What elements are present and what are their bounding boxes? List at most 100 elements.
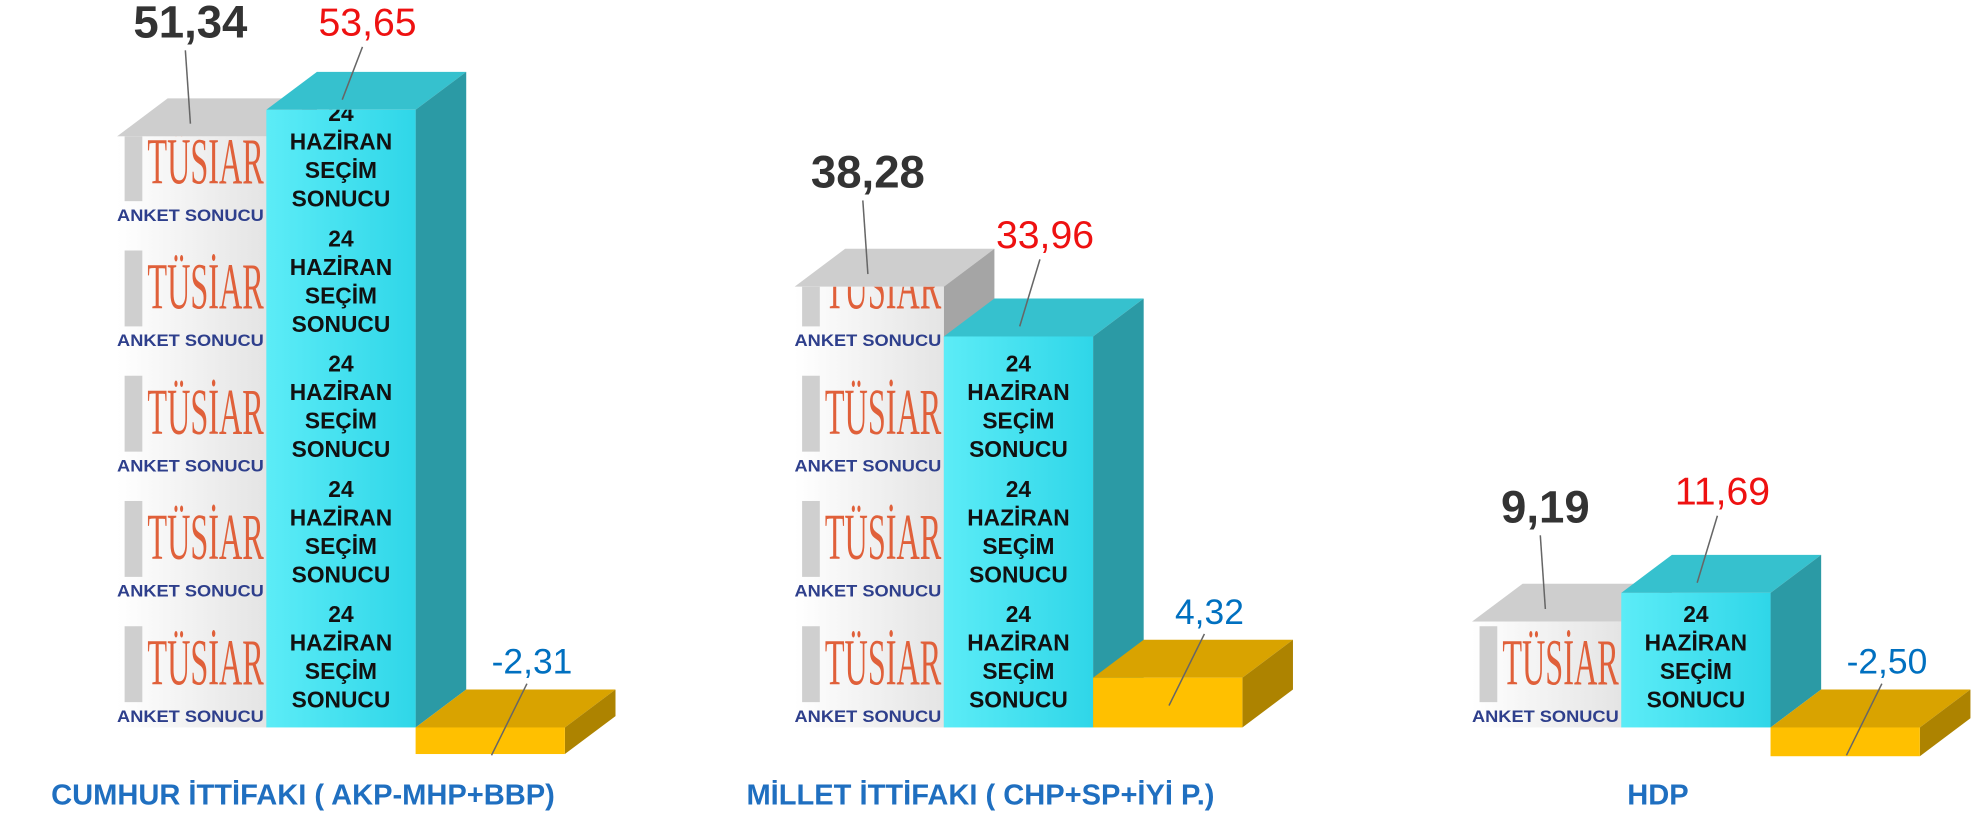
bar-prism: [1770, 689, 1971, 757]
brand-text: TÜSİAR: [147, 501, 263, 574]
result-text: SONUCU: [969, 561, 1068, 587]
result-text: SEÇİM: [305, 533, 377, 559]
result-text: 24: [328, 225, 354, 251]
bar-top: [415, 689, 616, 728]
survey-text: ANKET SONUCU: [117, 707, 264, 726]
bar-side: [1242, 639, 1293, 728]
result-text: HAZİRAN: [967, 379, 1069, 405]
leader-line: [1168, 633, 1206, 706]
result-text: HAZİRAN: [290, 254, 392, 280]
value-label: 38,28: [811, 146, 925, 197]
leader-line: [341, 46, 364, 100]
bar: [943, 336, 1094, 728]
bar-side: [415, 71, 467, 728]
result-text: HAZİRAN: [290, 504, 392, 530]
bar-top: [266, 71, 467, 110]
leader-line: [490, 683, 528, 756]
survey-text: ANKET SONUCU: [117, 582, 264, 601]
bar-top: [794, 248, 995, 287]
brand-text: TÜSİAR: [1502, 626, 1618, 699]
result-text: SONUCU: [292, 687, 391, 713]
result-text: SEÇİM: [982, 533, 1054, 559]
bar-prism: 24HAZİRANSEÇİMSONUCU24HAZİRANSEÇİMSONUCU…: [266, 71, 467, 728]
survey-text: ANKET SONUCU: [795, 331, 942, 350]
result-text: HAZİRAN: [967, 129, 1069, 155]
result-text: SEÇİM: [305, 157, 377, 183]
result-text: SEÇİM: [982, 157, 1054, 183]
value-label: 11,69: [1675, 471, 1770, 514]
bar-top: [1621, 554, 1822, 593]
figure: [124, 375, 143, 452]
bar: [1770, 727, 1920, 757]
result-text: 24: [1006, 601, 1032, 627]
bar-texture: 24HAZİRANSEÇİMSONUCU24HAZİRANSEÇİMSONUCU…: [967, 100, 1069, 713]
result-text: SONUCU: [969, 687, 1068, 713]
brand-text: TÜSİAR: [825, 376, 941, 449]
bar-prism: [1093, 639, 1293, 728]
result-text: SONUCU: [292, 561, 391, 587]
result-text: SONUCU: [1647, 687, 1746, 713]
result-text: SONUCU: [969, 436, 1068, 462]
result-text: SEÇİM: [982, 408, 1054, 434]
leader-line: [184, 50, 192, 124]
category-label: CUMHUR İTTİFAKI ( AKP-MHP+BBP): [51, 780, 555, 812]
bar-prism: 24HAZİRANSEÇİMSONUCU24HAZİRANSEÇİMSONUCU…: [943, 100, 1144, 728]
result-text: 24: [328, 601, 354, 627]
brand-text: TÜSİAR: [825, 251, 941, 324]
survey-text: ANKET SONUCU: [117, 206, 264, 225]
result-text: SEÇİM: [305, 282, 377, 308]
value-label: 4,32: [1175, 592, 1244, 632]
bar-side: [1919, 689, 1971, 757]
figure: [124, 500, 143, 577]
bar-top: [1093, 639, 1293, 678]
result-text: SEÇİM: [305, 658, 377, 684]
figure: [124, 626, 143, 703]
leader-line: [1845, 683, 1883, 756]
result-text: 24: [328, 351, 354, 377]
result-text: HAZİRAN: [967, 630, 1069, 656]
result-text: 24: [328, 476, 354, 502]
result-text: 24: [1006, 100, 1032, 126]
survey-text: ANKET SONUCU: [1472, 707, 1619, 726]
result-text: SEÇİM: [305, 408, 377, 434]
result-text: HAZİRAN: [1645, 379, 1747, 405]
figure: [802, 500, 820, 577]
brand-text: TÜSİAR: [825, 501, 941, 574]
brand-text: TÜSİAR: [825, 626, 941, 699]
survey-text: ANKET SONUCU: [795, 206, 942, 225]
result-text: SONUCU: [1647, 436, 1746, 462]
leader-line: [1696, 515, 1719, 583]
bar-texture: 24HAZİRANSEÇİMSONUCU24HAZİRANSEÇİMSONUCU…: [290, 110, 392, 713]
result-text: SONUCU: [292, 311, 391, 337]
brand-text: TÜSİAR: [147, 251, 263, 324]
value-label: -2,31: [492, 642, 573, 682]
figure: [124, 136, 143, 202]
leader-line: [1018, 259, 1041, 327]
value-label: 51,34: [133, 0, 248, 47]
figure: [802, 286, 820, 327]
leader-line: [1539, 535, 1547, 610]
bar-texture: 24HAZİRANSEÇİMSONUCU24HAZİRANSEÇİMSONUCU…: [1645, 351, 1747, 713]
brand-text: TÜSİAR: [147, 626, 263, 699]
bar-prism: [415, 689, 616, 755]
leader-line: [862, 200, 869, 275]
bar-side: [1770, 554, 1822, 728]
survey-text: ANKET SONUCU: [795, 456, 942, 475]
result-text: HAZİRAN: [967, 504, 1069, 530]
result-text: SONUCU: [292, 186, 391, 212]
result-text: HAZİRAN: [290, 379, 392, 405]
result-text: SEÇİM: [1660, 408, 1732, 434]
result-text: SONUCU: [292, 436, 391, 462]
result-text: HAZİRAN: [290, 129, 392, 155]
bar: [415, 727, 565, 755]
figure: [1479, 626, 1498, 703]
bar-prism: 24HAZİRANSEÇİMSONUCU24HAZİRANSEÇİMSONUCU…: [1621, 351, 1822, 728]
brand-text: TÜSİAR: [147, 376, 263, 449]
result-text: 24: [1683, 351, 1709, 377]
result-text: HAZİRAN: [1645, 630, 1747, 656]
bar-side: [564, 689, 616, 755]
brand-text: TÜSİAR: [147, 125, 263, 198]
result-text: HAZİRAN: [290, 630, 392, 656]
bar-texture: TÜSİAR ANKET SONUCU TÜSİAR ANKET SONUCU TÜSİ…: [117, 125, 264, 726]
